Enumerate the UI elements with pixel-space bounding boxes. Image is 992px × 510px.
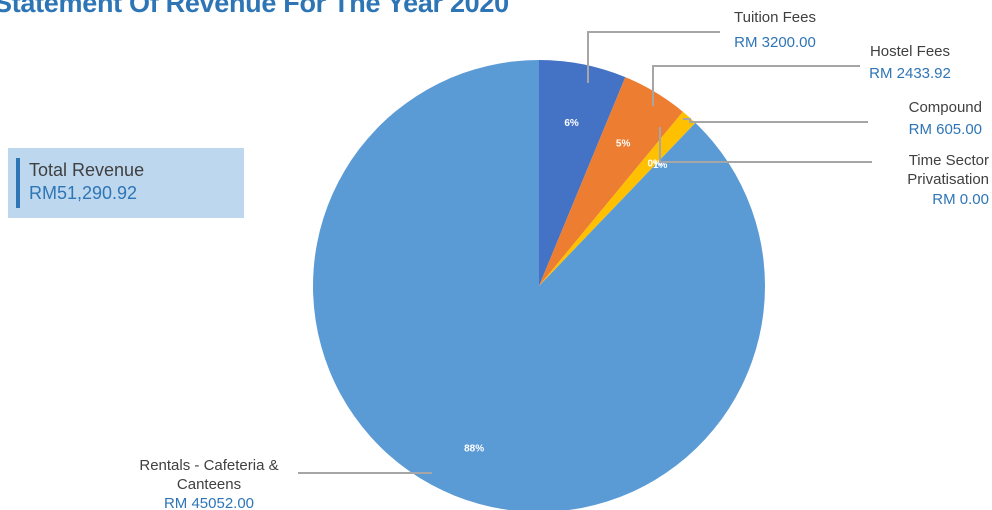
slice-category-label: Time Sector Privatisation: [907, 152, 989, 188]
pie-slice: [539, 77, 683, 287]
slice-category-label: Rentals - Cafeteria & Canteens: [139, 457, 278, 493]
accent-bar: [16, 158, 20, 208]
slice-value-label: RM 2433.92: [869, 65, 951, 82]
pie-slice: [313, 60, 765, 510]
leader-line: [652, 65, 860, 106]
leader-line: [587, 31, 720, 83]
slice-category-label: Hostel Fees: [870, 43, 950, 60]
callout-labels: Tuition Fees RM 3200.00 Hostel Fees RM 2433…: [139, 9, 989, 510]
total-revenue-value: RM51,290.92: [29, 183, 138, 203]
total-revenue-card: Total Revenue RM51,290.92: [8, 148, 244, 218]
page-title: Statement Of Revenue For The Year 2020: [0, 0, 509, 18]
percent-label: 0%: [648, 158, 663, 169]
slice-value-label: RM 3200.00: [734, 34, 816, 51]
pie-slices: [313, 60, 765, 510]
pie-slice: [539, 111, 696, 286]
percent-labels: 6% 5% 1%0% 88%: [464, 118, 667, 455]
slice-value-label: RM 0.00: [932, 191, 989, 208]
slice-category-label: Tuition Fees: [734, 9, 816, 26]
percent-label: 1%: [653, 160, 668, 171]
slice-category-label: Compound: [909, 99, 982, 116]
slice-value-label: RM 45052.00: [164, 495, 254, 510]
percent-label: 5%: [616, 139, 631, 150]
leader-line: [683, 118, 868, 123]
percent-label: 6%: [564, 118, 579, 129]
percent-label: 88%: [464, 443, 484, 454]
leader-line: [659, 127, 872, 163]
pie-slice: [539, 60, 626, 286]
slice-value-label: RM 605.00: [909, 121, 982, 138]
total-revenue-label: Total Revenue: [29, 160, 145, 180]
